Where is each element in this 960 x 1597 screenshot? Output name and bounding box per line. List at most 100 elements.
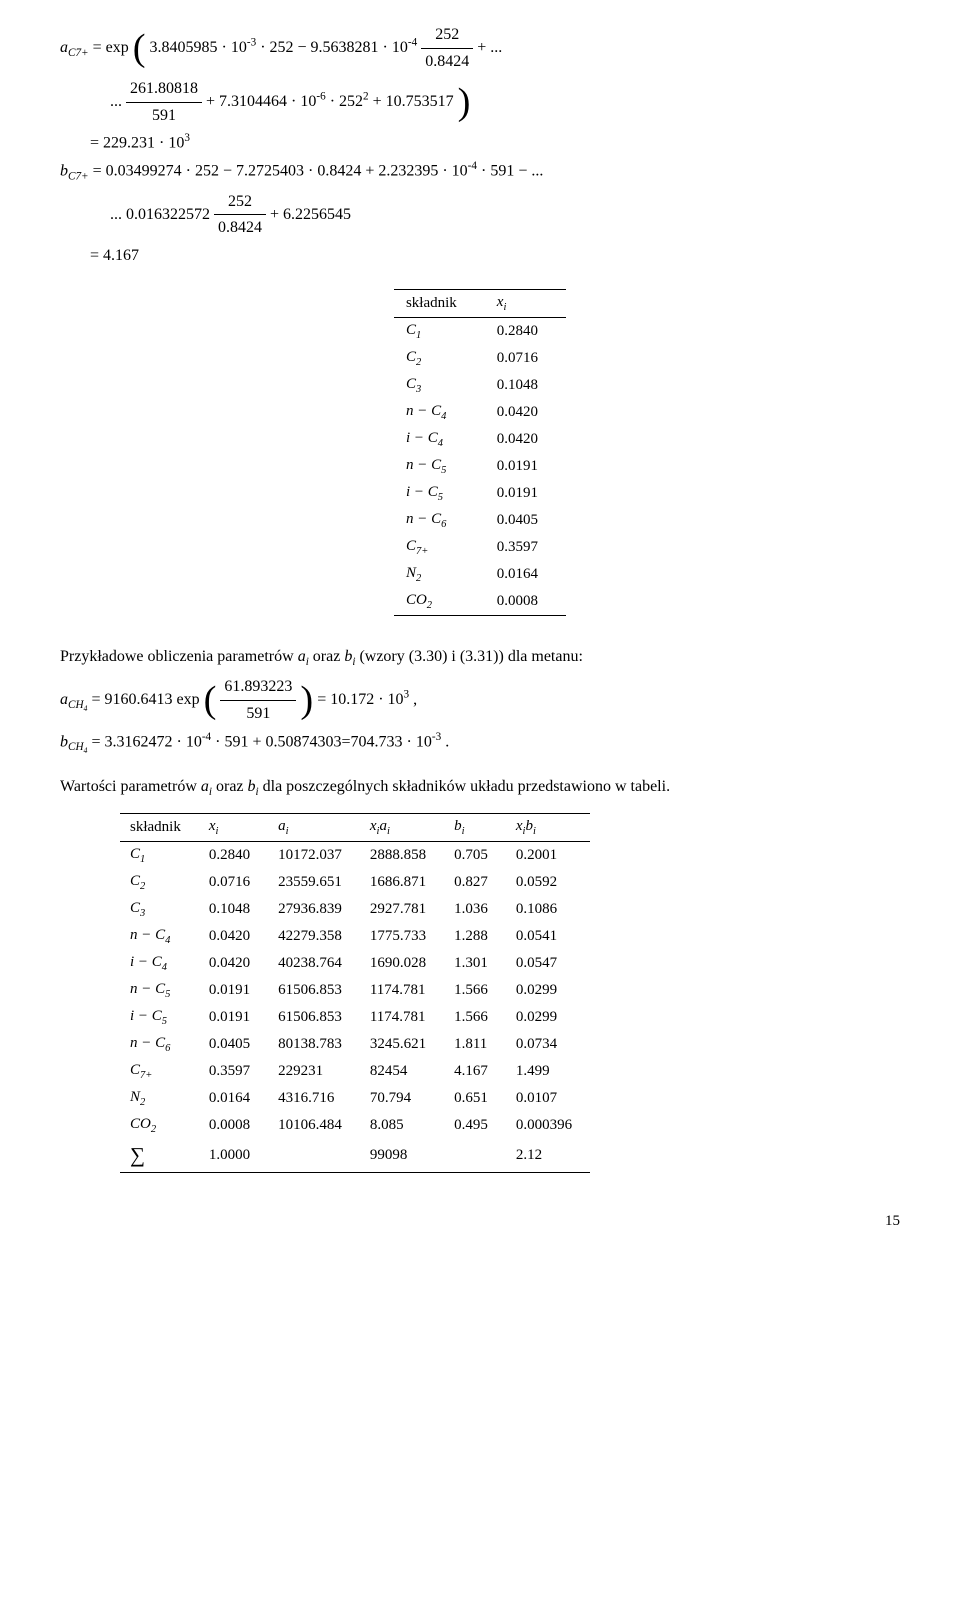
lparen-icon: ( xyxy=(133,33,146,64)
col-xi: xi xyxy=(485,289,566,317)
table-row: N20.0164 xyxy=(394,561,566,588)
component-cell: C3 xyxy=(120,896,199,923)
value-cell: 82454 xyxy=(360,1058,444,1085)
table-row: n − C50.0191 xyxy=(394,453,566,480)
component-cell: C2 xyxy=(394,345,485,372)
value-cell: 1.566 xyxy=(444,977,506,1004)
value-cell: 0.2001 xyxy=(506,841,590,869)
component-cell: CO2 xyxy=(394,588,485,616)
table-row: C7+0.3597229231824544.1671.499 xyxy=(120,1058,590,1085)
fraction: 252 0.8424 xyxy=(421,22,473,74)
component-cell: n − C5 xyxy=(394,453,485,480)
value-cell: 70.794 xyxy=(360,1085,444,1112)
value-cell: 0.2840 xyxy=(199,841,268,869)
table-row: N20.01644316.71670.7940.6510.0107 xyxy=(120,1085,590,1112)
composition-table: składnik xi C10.2840C20.0716C30.1048n − … xyxy=(394,289,566,616)
value-cell: 0.495 xyxy=(444,1112,506,1139)
col-skladnik: składnik xyxy=(394,289,485,317)
value-cell: 2927.781 xyxy=(360,896,444,923)
equation-a-ch4: aCH4 = 9160.6413 exp ( 61.893223 591 ) =… xyxy=(60,674,900,726)
component-cell: C1 xyxy=(120,841,199,869)
table-row: i − C50.0191 xyxy=(394,480,566,507)
value-cell xyxy=(268,1139,360,1173)
component-cell: i − C5 xyxy=(394,480,485,507)
table-row: C30.1048 xyxy=(394,372,566,399)
value-cell: 61506.853 xyxy=(268,977,360,1004)
col-xiai: xiai xyxy=(360,813,444,841)
fraction: 61.893223 591 xyxy=(220,674,296,726)
rparen-icon: ) xyxy=(300,685,313,716)
rparen-icon: ) xyxy=(458,87,471,118)
value-cell: 23559.651 xyxy=(268,869,360,896)
value-cell: 0.0405 xyxy=(199,1031,268,1058)
value-cell: 0.1086 xyxy=(506,896,590,923)
value-cell: 1775.733 xyxy=(360,923,444,950)
col-ai: ai xyxy=(268,813,360,841)
value-cell: 61506.853 xyxy=(268,1004,360,1031)
equation-a-c7plus-line1: aC7+ = exp ( 3.8405985 · 10-3 · 252 − 9.… xyxy=(60,22,900,74)
page-number: 15 xyxy=(60,1213,900,1230)
value-cell: 4.167 xyxy=(444,1058,506,1085)
value-cell: 0.000396 xyxy=(506,1112,590,1139)
value-cell: 0.1048 xyxy=(485,372,566,399)
value-cell: 0.0405 xyxy=(485,507,566,534)
col-xibi: xibi xyxy=(506,813,590,841)
value-cell: 80138.783 xyxy=(268,1031,360,1058)
table-row: CO20.000810106.4848.0850.4950.000396 xyxy=(120,1112,590,1139)
value-cell: 0.0191 xyxy=(199,977,268,1004)
component-cell: C3 xyxy=(394,372,485,399)
value-cell: 2888.858 xyxy=(360,841,444,869)
value-cell: 4316.716 xyxy=(268,1085,360,1112)
value-cell: 0.0547 xyxy=(506,950,590,977)
value-cell: 1.0000 xyxy=(199,1139,268,1173)
value-cell: 0.0008 xyxy=(199,1112,268,1139)
component-cell: i − C5 xyxy=(120,1004,199,1031)
col-skladnik: składnik xyxy=(120,813,199,841)
value-cell: 1.301 xyxy=(444,950,506,977)
component-cell: C7+ xyxy=(394,534,485,561)
value-cell: 0.0191 xyxy=(485,453,566,480)
value-cell: 0.3597 xyxy=(485,534,566,561)
value-cell: 0.0592 xyxy=(506,869,590,896)
value-cell: 2.12 xyxy=(506,1139,590,1173)
table-row: n − C40.0420 xyxy=(394,399,566,426)
value-cell: 0.0716 xyxy=(199,869,268,896)
sub-c7plus: C7+ xyxy=(68,47,89,59)
table-sum-row: ∑1.0000990982.12 xyxy=(120,1139,590,1173)
value-cell xyxy=(444,1139,506,1173)
value-cell: 1.036 xyxy=(444,896,506,923)
value-cell: 3245.621 xyxy=(360,1031,444,1058)
value-cell: 0.2840 xyxy=(485,317,566,345)
var-a: a xyxy=(60,39,68,56)
value-cell: 1686.871 xyxy=(360,869,444,896)
value-cell: 0.0164 xyxy=(485,561,566,588)
value-cell: 0.1048 xyxy=(199,896,268,923)
value-cell: 10172.037 xyxy=(268,841,360,869)
component-cell: i − C4 xyxy=(394,426,485,453)
component-cell: n − C5 xyxy=(120,977,199,1004)
value-cell: 10106.484 xyxy=(268,1112,360,1139)
value-cell: 99098 xyxy=(360,1139,444,1173)
component-cell: i − C4 xyxy=(120,950,199,977)
value-cell: 8.085 xyxy=(360,1112,444,1139)
value-cell: 40238.764 xyxy=(268,950,360,977)
value-cell: 0.0716 xyxy=(485,345,566,372)
table-row: i − C50.019161506.8531174.7811.5660.0299 xyxy=(120,1004,590,1031)
value-cell: 42279.358 xyxy=(268,923,360,950)
value-cell: 1690.028 xyxy=(360,950,444,977)
parameters-table: składnik xi ai xiai bi xibi C10.28401017… xyxy=(120,813,590,1173)
value-cell: 0.651 xyxy=(444,1085,506,1112)
value-cell: 0.0734 xyxy=(506,1031,590,1058)
table-row: i − C40.0420 xyxy=(394,426,566,453)
component-cell: CO2 xyxy=(120,1112,199,1139)
value-cell: 1174.781 xyxy=(360,1004,444,1031)
value-cell: 0.0299 xyxy=(506,1004,590,1031)
value-cell: 0.0191 xyxy=(485,480,566,507)
value-cell: 1.566 xyxy=(444,1004,506,1031)
fraction: 261.80818 591 xyxy=(126,76,202,128)
eq-body: = exp xyxy=(93,39,129,56)
table-row: i − C40.042040238.7641690.0281.3010.0547 xyxy=(120,950,590,977)
table-row: CO20.0008 xyxy=(394,588,566,616)
equation-b-c7plus-line1: bC7+ = 0.03499274 · 252 − 7.2725403 · 0.… xyxy=(60,158,900,186)
table-row: n − C40.042042279.3581775.7331.2880.0541 xyxy=(120,923,590,950)
